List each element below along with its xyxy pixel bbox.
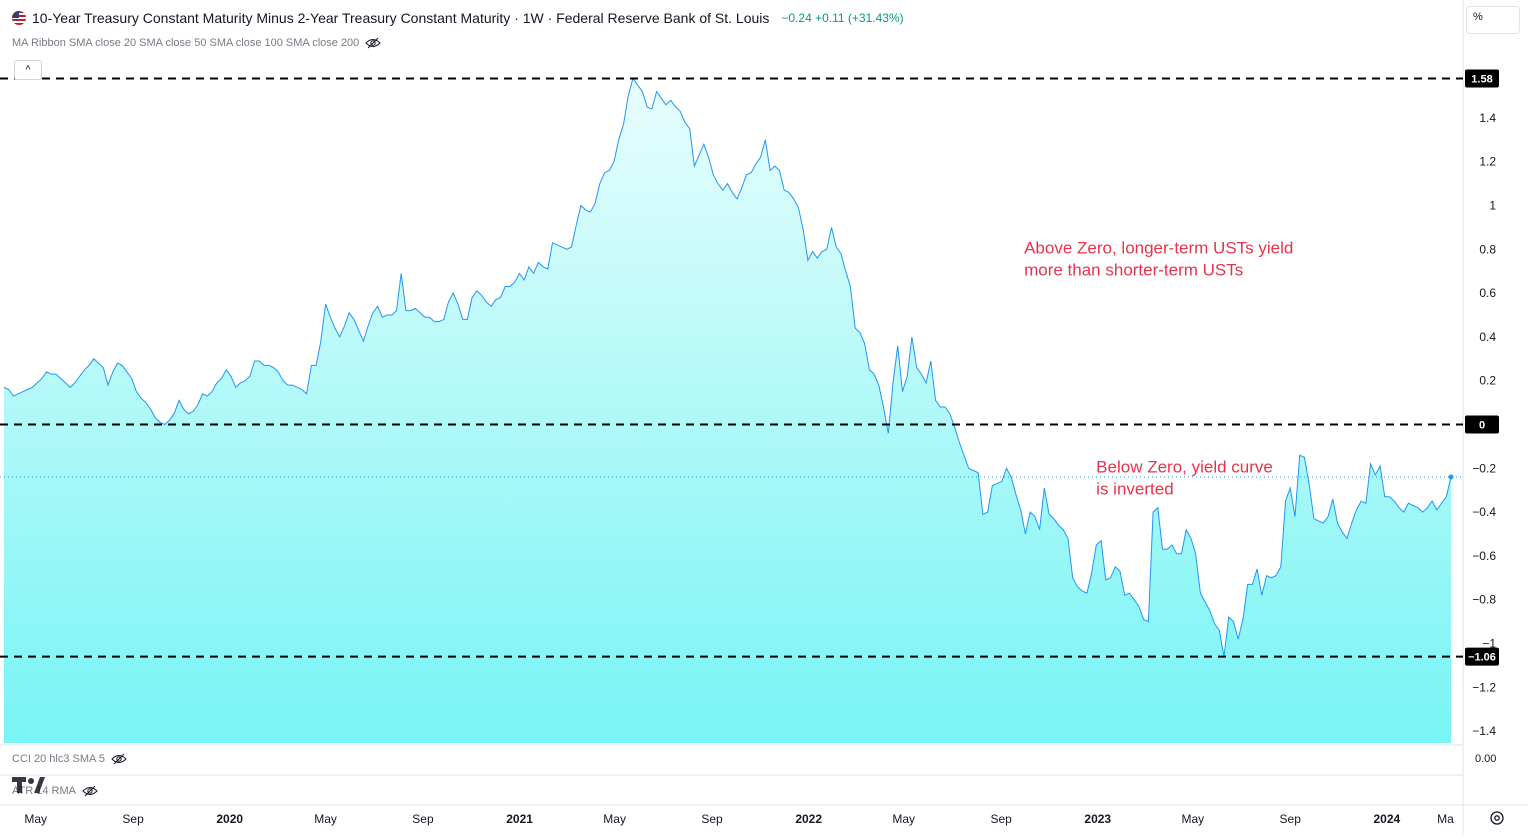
x-tick-label: Sep xyxy=(1280,812,1302,826)
price-badge-label: −1.06 xyxy=(1468,652,1496,664)
price-badge xyxy=(1465,647,1499,666)
last-value-marker xyxy=(1448,474,1454,480)
x-tick-label: 2020 xyxy=(216,812,243,826)
percent-scale-label: % xyxy=(1473,11,1483,23)
x-tick-label: Sep xyxy=(990,812,1012,826)
annotation-text: Above Zero, longer-term USTs yield xyxy=(1024,239,1293,258)
y-tick-label: 1.2 xyxy=(1479,155,1496,169)
x-tick-label: Sep xyxy=(122,812,144,826)
x-tick-label: May xyxy=(24,812,47,826)
y-tick-label: 0.4 xyxy=(1479,330,1496,344)
price-change: −0.24 +0.11 (+31.43%) xyxy=(781,11,904,25)
y-tick-label: 1 xyxy=(1489,199,1496,213)
annotation-text: Below Zero, yield curve xyxy=(1096,458,1273,477)
x-tick-label: Sep xyxy=(412,812,434,826)
atr-label: ATR 14 RMA xyxy=(12,785,76,797)
x-tick-label: 2021 xyxy=(506,812,533,826)
x-tick-label: 2024 xyxy=(1373,812,1400,826)
series-line xyxy=(3,77,1452,657)
eye-hidden-icon[interactable] xyxy=(111,753,127,765)
ma-ribbon-indicator[interactable]: MA Ribbon SMA close 20 SMA close 50 SMA … xyxy=(12,37,382,49)
y-tick-label: 0.8 xyxy=(1479,242,1496,256)
y-tick-label: −0.6 xyxy=(1472,549,1496,563)
x-tick-label: May xyxy=(892,812,915,826)
eye-hidden-icon[interactable] xyxy=(82,785,98,797)
price-badge xyxy=(1465,69,1499,88)
ma-ribbon-label: MA Ribbon SMA close 20 SMA close 50 SMA … xyxy=(12,37,360,49)
annotation-text: more than shorter-term USTs xyxy=(1024,261,1243,280)
percent-scale-button[interactable]: % xyxy=(1466,6,1520,34)
tradingview-logo xyxy=(12,775,46,801)
y-tick-label: 1.4 xyxy=(1479,111,1496,125)
x-tick-label: Sep xyxy=(701,812,723,826)
y-tick-label: −0.2 xyxy=(1472,461,1496,475)
atr-indicator[interactable]: ATR 14 RMA xyxy=(12,785,98,797)
x-tick-label: May xyxy=(603,812,626,826)
x-tick-label: May xyxy=(314,812,337,826)
series-area-fill xyxy=(4,78,1451,743)
gear-icon[interactable] xyxy=(1488,809,1506,827)
y-tick-label: −1.2 xyxy=(1472,680,1496,694)
chevron-up-icon: ^ xyxy=(25,64,31,76)
cci-indicator[interactable]: CCI 20 hlc3 SMA 5 xyxy=(12,753,127,765)
collapse-legend-button[interactable]: ^ xyxy=(14,60,42,80)
x-tick-label: 2023 xyxy=(1084,812,1111,826)
us-flag-icon xyxy=(12,11,26,25)
y-tick-label: 0.6 xyxy=(1479,286,1496,300)
y-tick-label: −0.4 xyxy=(1472,505,1496,519)
y-tick-label: −1.4 xyxy=(1472,724,1496,738)
chart-title: 10-Year Treasury Constant Maturity Minus… xyxy=(32,10,770,26)
cci-value: 0.00 xyxy=(1475,753,1497,765)
x-tick-label: 2022 xyxy=(795,812,822,826)
x-tick-label: Ma xyxy=(1437,812,1454,826)
annotation-text: is inverted xyxy=(1096,480,1173,499)
price-badge xyxy=(1465,415,1499,434)
price-badge-label: 0 xyxy=(1479,420,1485,432)
chart-legend: 10-Year Treasury Constant Maturity Minus… xyxy=(12,10,904,26)
x-tick-label: May xyxy=(1181,812,1204,826)
y-tick-label: −1 xyxy=(1482,637,1496,651)
price-badge-label: 1.58 xyxy=(1471,73,1492,85)
eye-hidden-icon[interactable] xyxy=(365,37,382,49)
y-tick-label: −0.8 xyxy=(1472,593,1496,607)
y-tick-label: 0.2 xyxy=(1479,374,1496,388)
cci-label: CCI 20 hlc3 SMA 5 xyxy=(12,753,105,765)
